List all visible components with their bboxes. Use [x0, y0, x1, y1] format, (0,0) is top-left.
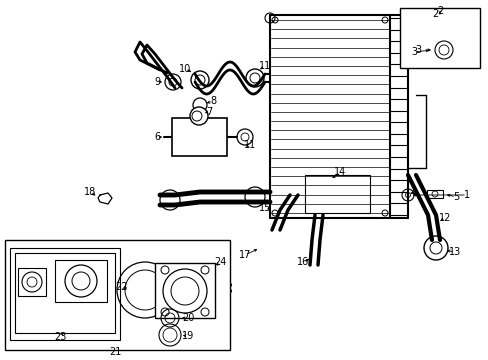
Bar	[5, 240, 229, 350]
Circle shape	[193, 98, 206, 112]
Text: 19: 19	[182, 331, 194, 341]
Text: 1: 1	[463, 190, 469, 200]
Text: 17: 17	[238, 250, 251, 260]
Text: 23: 23	[54, 332, 66, 342]
Bar	[155, 263, 215, 318]
Text: 12: 12	[438, 213, 450, 223]
Text: 6: 6	[154, 132, 160, 142]
Text: 2: 2	[431, 9, 437, 19]
Text: 11: 11	[244, 140, 256, 150]
Text: 14: 14	[333, 167, 346, 177]
Text: 2: 2	[436, 6, 442, 16]
Bar	[305, 175, 369, 213]
Text: 10: 10	[179, 64, 191, 74]
Text: 18: 18	[84, 187, 96, 197]
Text: 5: 5	[452, 192, 458, 202]
Bar	[15, 253, 115, 333]
Text: 3: 3	[410, 47, 416, 57]
Text: 9: 9	[154, 77, 160, 87]
Text: 15: 15	[258, 203, 271, 213]
Text: 21: 21	[109, 347, 121, 357]
Text: 7: 7	[205, 107, 212, 117]
Bar	[426, 190, 442, 198]
Circle shape	[190, 107, 207, 125]
Text: 13: 13	[448, 247, 460, 257]
Text: 3: 3	[414, 45, 420, 55]
Text: 4: 4	[410, 188, 416, 198]
Circle shape	[163, 269, 206, 313]
Text: 8: 8	[209, 96, 216, 106]
Text: 24: 24	[213, 257, 226, 267]
Text: 11: 11	[258, 61, 270, 71]
Text: 22: 22	[116, 282, 128, 292]
Bar	[172, 118, 226, 156]
Bar	[10, 248, 120, 340]
Text: 16: 16	[296, 257, 308, 267]
Bar	[18, 268, 46, 296]
Bar	[55, 260, 107, 302]
Bar	[399, 8, 479, 68]
Text: 20: 20	[182, 313, 194, 323]
